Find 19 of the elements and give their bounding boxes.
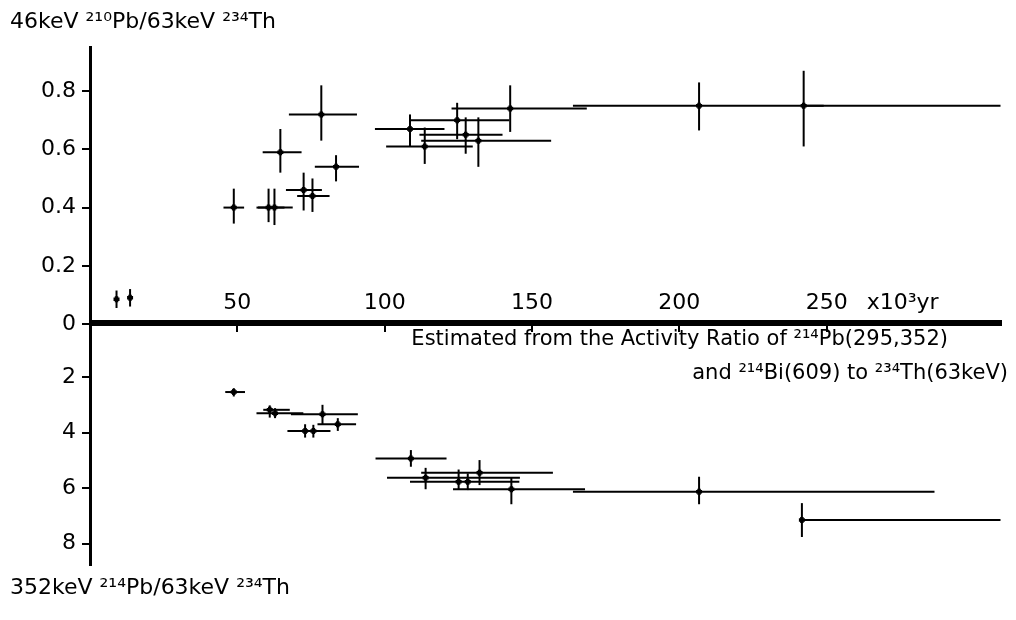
y-tick-label: 6 — [62, 473, 76, 499]
x-tick-label: 100 — [363, 288, 406, 314]
x-tick-label: 50 — [223, 288, 252, 314]
y-axis-title: 46keV ²¹⁰Pb/63keV ²³⁴Th — [10, 8, 276, 33]
y-tick-label: 0.8 — [41, 76, 76, 102]
x-axis-title: x10³yr — [866, 288, 940, 314]
y-tick-label: 0.2 — [41, 251, 76, 277]
y-tick-label: 0.6 — [41, 135, 76, 161]
y-axis-title: 352keV ²¹⁴Pb/63keV ²³⁴Th — [10, 574, 290, 599]
y-tick-label: 8 — [62, 529, 76, 555]
y-tick-label: 0 — [62, 309, 76, 335]
x-tick-label: 200 — [658, 288, 701, 314]
x-tick-label: 250 — [805, 288, 848, 314]
annotation: Estimated from the Activity Ratio of ²¹⁴Pb(295,352) — [411, 326, 948, 350]
y-tick-label: 0.4 — [41, 193, 76, 219]
y-tick-label: 2 — [62, 362, 76, 388]
y-tick-label: 4 — [62, 418, 76, 444]
annotation: and ²¹⁴Bi(609) to ²³⁴Th(63keV) — [692, 360, 1008, 384]
x-tick-label: 150 — [510, 288, 553, 314]
